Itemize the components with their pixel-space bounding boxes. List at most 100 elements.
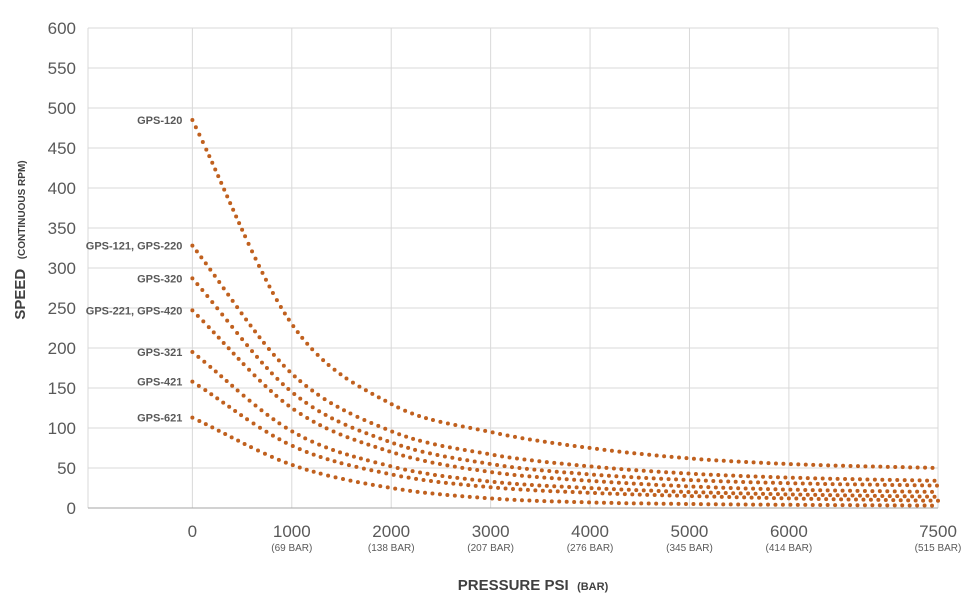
data-point [475, 427, 480, 432]
data-point [609, 448, 614, 453]
data-point [297, 447, 302, 452]
data-point [217, 280, 222, 285]
data-point [517, 465, 522, 470]
data-point [430, 460, 435, 465]
data-point [865, 493, 870, 498]
data-point [271, 352, 276, 357]
data-point [343, 422, 348, 427]
data-point [596, 465, 601, 470]
data-point [862, 503, 867, 508]
data-point [190, 118, 195, 122]
data-point [681, 477, 686, 482]
data-point [257, 335, 262, 340]
data-point [880, 477, 885, 482]
data-point [255, 354, 260, 359]
data-point [890, 482, 895, 487]
data-point [539, 468, 544, 473]
data-point [403, 467, 408, 472]
data-point [250, 349, 255, 354]
data-point [907, 503, 912, 508]
data-point [850, 477, 855, 482]
data-point [900, 465, 905, 470]
data-point [609, 480, 614, 485]
data-point [567, 484, 572, 489]
data-point [310, 388, 315, 393]
data-point [503, 486, 508, 491]
data-point [868, 497, 873, 502]
data-point [749, 495, 754, 500]
series-points [190, 118, 940, 508]
data-point [211, 330, 216, 335]
y-axis-title: SPEED (CONTINUOUS RPM) [12, 160, 29, 319]
data-point [455, 446, 460, 451]
data-point [437, 462, 442, 467]
data-point [915, 489, 920, 494]
data-point [796, 462, 801, 467]
data-point [373, 460, 378, 465]
data-point [932, 494, 937, 499]
data-point [833, 463, 838, 468]
data-point [216, 335, 221, 340]
data-point [920, 483, 925, 488]
data-point [813, 492, 818, 497]
data-point [274, 298, 279, 303]
y-tick-label: 400 [48, 179, 76, 198]
data-point [667, 493, 672, 498]
data-point [406, 475, 411, 480]
data-point [417, 413, 422, 418]
data-point [304, 400, 309, 405]
data-point [629, 475, 634, 480]
data-point [759, 460, 764, 465]
x-tick-label: 5000 [671, 522, 709, 541]
series-label: GPS-621 [137, 413, 182, 425]
data-point [485, 451, 490, 456]
data-point [698, 502, 703, 507]
y-tick-label: 150 [48, 379, 76, 398]
data-point [548, 489, 553, 494]
series-gps-421 [190, 379, 940, 503]
data-point [264, 429, 269, 434]
data-point [895, 494, 900, 499]
data-point [713, 502, 718, 507]
data-point [401, 453, 406, 458]
data-point [430, 491, 435, 496]
data-point [632, 451, 637, 456]
data-point [788, 462, 793, 467]
data-point [414, 476, 419, 481]
data-point [579, 500, 584, 505]
data-point [882, 482, 887, 487]
data-point [833, 503, 838, 508]
data-point [204, 147, 209, 152]
data-point [664, 489, 669, 494]
data-point [751, 486, 756, 491]
data-point [221, 340, 226, 345]
data-point [877, 489, 882, 494]
data-point [684, 456, 689, 461]
data-point [235, 331, 240, 336]
data-point [823, 481, 828, 486]
y-axis-ticks: 0 50 100 150 200 250 300 350 400 450 500 550 600 [48, 19, 76, 518]
data-point [455, 475, 460, 480]
data-point [410, 411, 415, 416]
data-point [589, 464, 594, 469]
data-point [262, 451, 267, 456]
data-point [552, 460, 557, 465]
data-point [384, 471, 389, 476]
data-point [246, 241, 251, 246]
data-point [820, 493, 825, 498]
data-point [800, 481, 805, 486]
data-point [519, 473, 524, 478]
data-point [661, 483, 666, 488]
data-point [660, 493, 665, 498]
data-point [682, 493, 687, 498]
data-point [329, 401, 334, 406]
data-point [699, 457, 704, 462]
data-point [848, 463, 853, 468]
data-point [234, 214, 239, 219]
data-point [492, 453, 497, 458]
data-point [875, 482, 880, 487]
y-axis-title-unit: (CONTINUOUS RPM) [17, 160, 28, 259]
data-point [195, 282, 200, 287]
data-point [240, 337, 245, 342]
data-point [219, 180, 224, 185]
